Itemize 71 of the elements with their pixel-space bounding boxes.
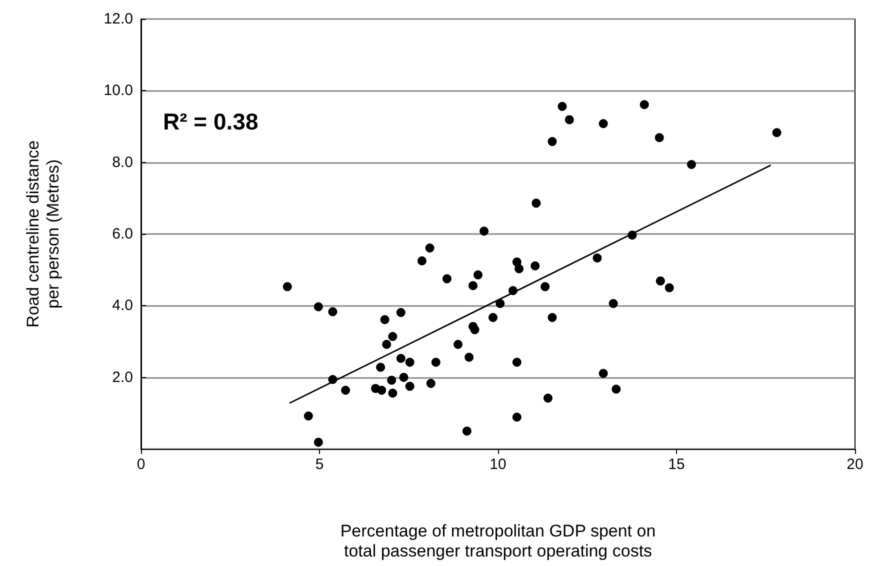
point xyxy=(388,332,398,341)
x-tick-label: 15 xyxy=(668,456,685,473)
point xyxy=(442,274,452,284)
point xyxy=(431,358,440,367)
point xyxy=(377,386,386,395)
point xyxy=(687,160,696,169)
point xyxy=(564,115,574,124)
point xyxy=(426,378,436,388)
point xyxy=(399,372,408,382)
y-tick-label: 4.0 xyxy=(112,297,133,314)
point xyxy=(468,281,478,290)
x-tick-label: 10 xyxy=(490,456,506,473)
point xyxy=(341,386,350,395)
annotation: R² = 0.38 xyxy=(163,108,258,134)
point xyxy=(512,358,522,367)
x-tick-label: 5 xyxy=(315,456,324,473)
point xyxy=(514,264,524,274)
x-axis-title: Percentage of metropolitan GDP spent on total passenger transport operating costs xyxy=(340,522,656,560)
point xyxy=(462,426,472,436)
point xyxy=(328,307,338,316)
y-tick-label: 12.0 xyxy=(104,10,133,28)
point xyxy=(612,384,621,394)
point xyxy=(540,282,550,292)
point xyxy=(480,226,489,236)
point xyxy=(314,438,323,447)
point xyxy=(382,340,392,349)
y-tick-label: 2.0 xyxy=(112,368,133,386)
point xyxy=(772,128,782,138)
point xyxy=(454,340,463,349)
point xyxy=(328,374,338,384)
point xyxy=(304,412,313,421)
y-tick-label: 10.0 xyxy=(104,82,133,100)
y-axis-title: Road centreline distance per person (Metres) xyxy=(24,140,62,328)
point xyxy=(425,243,434,252)
x-tick-label: 20 xyxy=(846,456,864,473)
point xyxy=(376,362,386,372)
point xyxy=(474,270,483,280)
point xyxy=(558,102,567,111)
point xyxy=(656,276,665,286)
point xyxy=(598,368,608,378)
point xyxy=(530,261,540,270)
point xyxy=(388,388,398,398)
point xyxy=(512,412,522,422)
point xyxy=(396,308,406,317)
point xyxy=(598,119,608,128)
point xyxy=(664,283,674,292)
point xyxy=(417,256,426,266)
point xyxy=(543,394,552,403)
point xyxy=(628,230,637,240)
y-tick-label: 8.0 xyxy=(112,154,133,171)
point xyxy=(396,354,406,363)
point xyxy=(532,198,541,208)
point xyxy=(508,286,518,296)
point xyxy=(654,133,664,142)
point xyxy=(464,352,474,362)
point xyxy=(314,302,323,312)
x-tick-label: 0 xyxy=(136,456,146,473)
point xyxy=(608,299,618,308)
point xyxy=(488,312,498,322)
y-tick-label: 6.0 xyxy=(112,226,133,242)
point xyxy=(548,137,557,146)
point xyxy=(405,358,414,367)
point xyxy=(470,325,480,334)
point xyxy=(640,100,649,110)
point xyxy=(592,254,602,263)
point xyxy=(380,315,390,324)
point xyxy=(387,376,396,385)
point xyxy=(282,282,292,292)
point xyxy=(496,299,505,308)
point xyxy=(548,312,557,322)
point xyxy=(405,382,414,391)
